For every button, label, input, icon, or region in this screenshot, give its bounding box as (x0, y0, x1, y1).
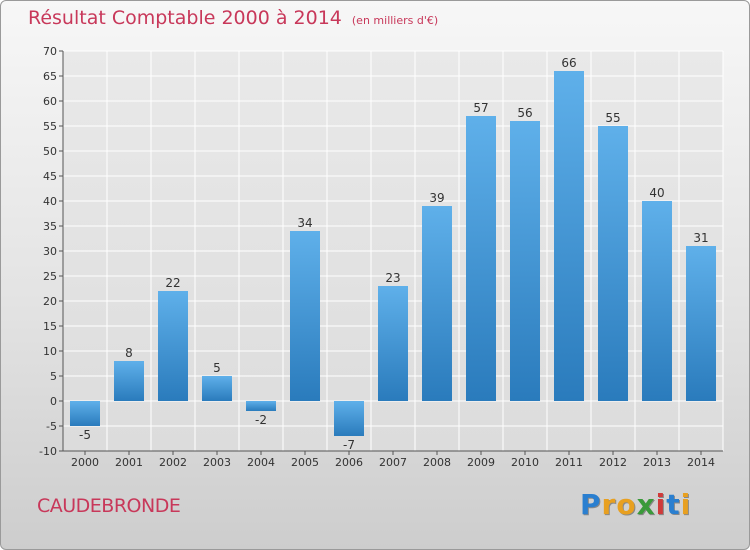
y-tick-label: 20 (43, 295, 57, 308)
y-tick-label: 50 (43, 145, 57, 158)
bar (686, 246, 716, 401)
logo-letter: o (616, 488, 637, 521)
x-tick-label: 2006 (335, 456, 363, 469)
bar (202, 376, 232, 401)
data-label: 40 (649, 186, 664, 200)
bar (246, 401, 276, 411)
logo-letter: r (601, 488, 617, 521)
y-tick-label: 45 (43, 170, 57, 183)
x-tick-label: 2012 (599, 456, 627, 469)
data-label: 5 (213, 361, 221, 375)
bar (422, 206, 452, 401)
bar (554, 71, 584, 401)
data-label: 34 (297, 216, 312, 230)
x-tick-label: 2005 (291, 456, 319, 469)
y-tick-label: 25 (43, 270, 57, 283)
bar (70, 401, 100, 426)
logo-letter: i (655, 488, 667, 521)
y-tick-label: 0 (50, 395, 57, 408)
y-tick-label: 65 (43, 70, 57, 83)
bar (466, 116, 496, 401)
proxiti-logo: Proxiti (580, 488, 691, 521)
x-tick-label: 2000 (71, 456, 99, 469)
logo-letter: i (680, 488, 692, 521)
y-tick-label: 40 (43, 195, 57, 208)
data-label: -5 (79, 428, 91, 442)
x-tick-label: 2004 (247, 456, 275, 469)
bar (598, 126, 628, 401)
chart-title: Résultat Comptable 2000 à 2014 (en millie… (28, 7, 439, 29)
bar (290, 231, 320, 401)
data-label: -2 (255, 413, 267, 427)
y-tick-label: 70 (43, 45, 57, 58)
commune-name: CAUDEBRONDE (37, 495, 181, 517)
logo-letter: t (666, 488, 681, 521)
data-label: 8 (125, 346, 133, 360)
data-label: 31 (693, 231, 708, 245)
y-tick-label: -10 (39, 445, 57, 458)
logo-letter: P (580, 488, 602, 521)
logo-letter: x (636, 488, 656, 521)
y-tick-label: 10 (43, 345, 57, 358)
data-label: 39 (429, 191, 444, 205)
y-tick-label: 15 (43, 320, 57, 333)
y-tick-label: 35 (43, 220, 57, 233)
x-tick-label: 2013 (643, 456, 671, 469)
y-tick-label: 60 (43, 95, 57, 108)
x-tick-label: 2001 (115, 456, 143, 469)
data-label: 66 (561, 56, 576, 70)
y-tick-label: -5 (46, 420, 57, 433)
y-tick-label: 30 (43, 245, 57, 258)
data-label: 55 (605, 111, 620, 125)
y-tick-label: 5 (50, 370, 57, 383)
x-tick-label: 2003 (203, 456, 231, 469)
x-tick-label: 2014 (687, 456, 715, 469)
x-tick-label: 2009 (467, 456, 495, 469)
bar (378, 286, 408, 401)
data-label: -7 (343, 438, 355, 452)
data-label: 57 (473, 101, 488, 115)
data-label: 23 (385, 271, 400, 285)
x-tick-label: 2002 (159, 456, 187, 469)
x-tick-label: 2007 (379, 456, 407, 469)
bar (510, 121, 540, 401)
bar (334, 401, 364, 436)
chart-subtitle: (en milliers d'€) (351, 14, 439, 27)
y-tick-label: 55 (43, 120, 57, 133)
data-label: 22 (165, 276, 180, 290)
bar (642, 201, 672, 401)
bar (158, 291, 188, 401)
x-tick-label: 2010 (511, 456, 539, 469)
bar (114, 361, 144, 401)
x-tick-label: 2008 (423, 456, 451, 469)
data-label: 56 (517, 106, 532, 120)
x-tick-label: 2011 (555, 456, 583, 469)
